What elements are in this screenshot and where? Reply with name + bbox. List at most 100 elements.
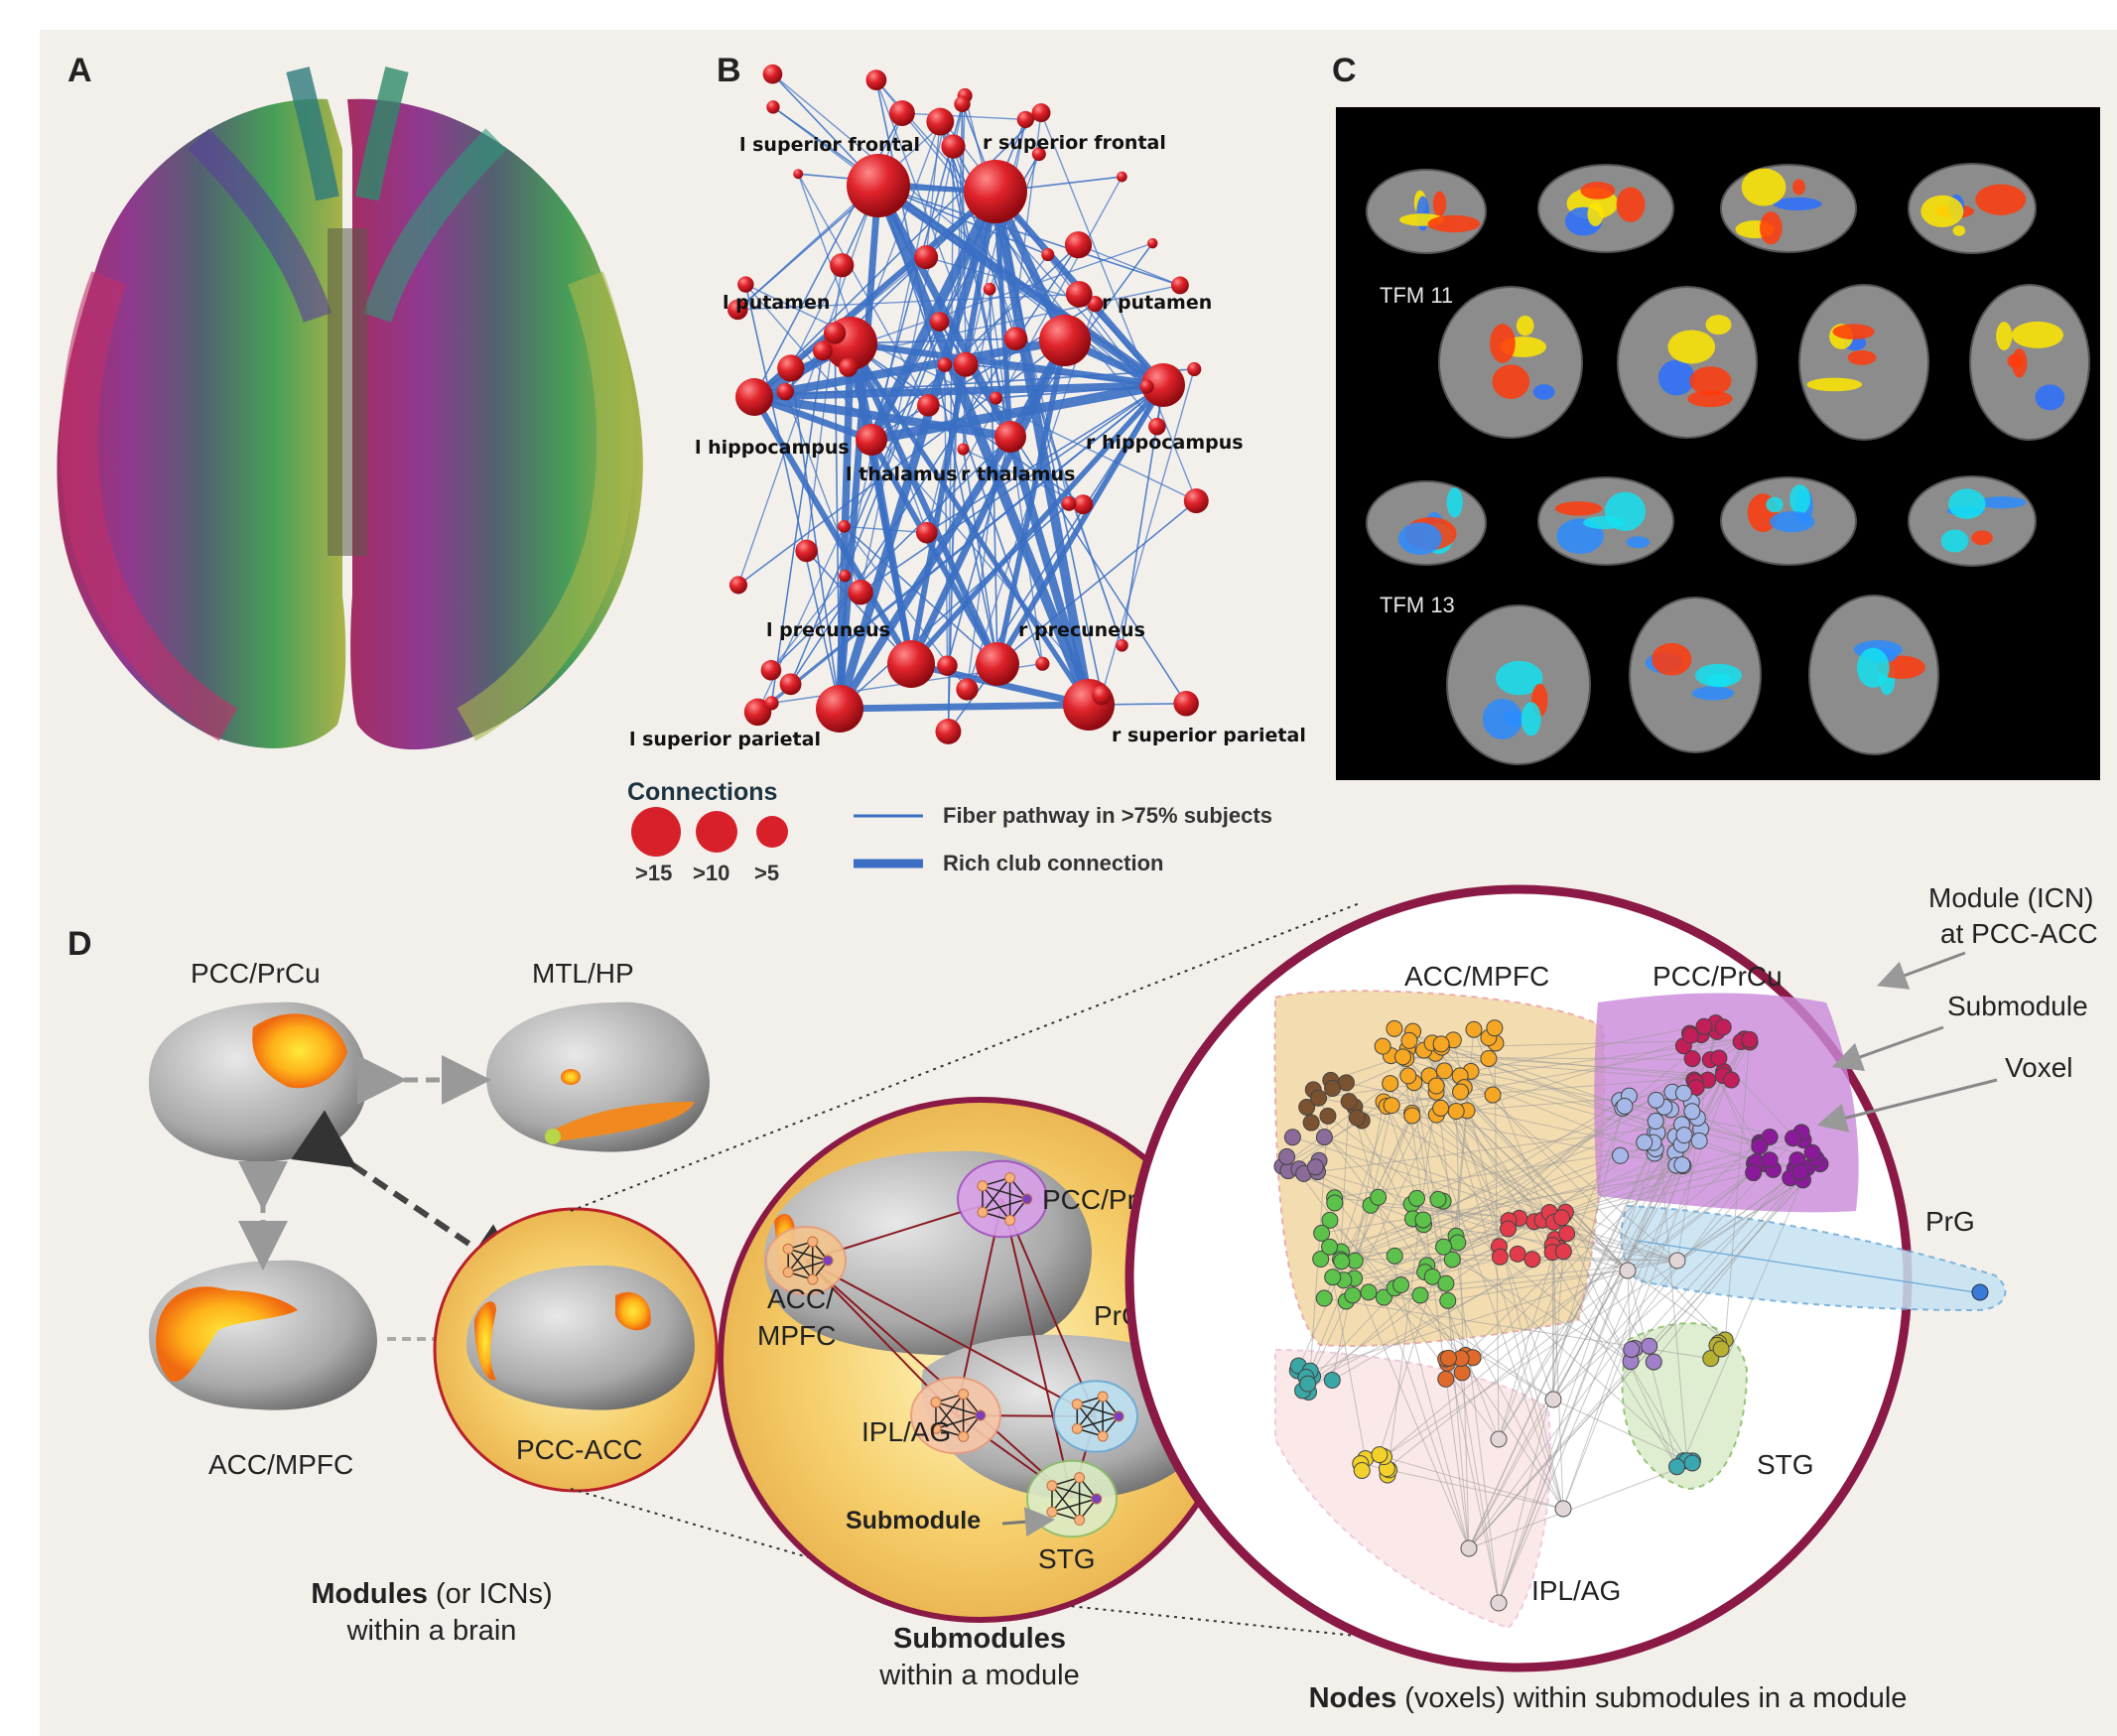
module-label-pcc-prcu: PCC/PrCu	[191, 958, 321, 989]
rich-club-edge	[848, 341, 1092, 707]
fmri-activation-blob	[2035, 384, 2065, 411]
submodule-edge	[982, 1198, 1027, 1213]
annotation-module-icn-line2: at PCC-ACC	[1940, 918, 2098, 949]
voxel-edge	[1552, 1399, 1687, 1462]
voxel-edge	[1341, 1148, 1656, 1263]
fmri-activation-blob	[1626, 536, 1651, 549]
fiber-edge	[963, 448, 1084, 505]
voxel-edge	[1292, 1136, 1678, 1262]
fmri-activation-blob	[1789, 484, 1810, 515]
submodule-node	[782, 1267, 794, 1278]
voxel-node	[1674, 1084, 1692, 1102]
fmri-activation-blob	[1580, 182, 1616, 200]
network-node	[1031, 103, 1051, 123]
fiber-edge	[925, 121, 942, 258]
caption-submodules-line2: within a module	[878, 1660, 1080, 1691]
voxel-node	[1553, 1209, 1571, 1227]
voxel-edge	[1384, 1179, 1803, 1458]
network-node	[1147, 237, 1158, 249]
network-node	[1148, 417, 1166, 436]
voxel-node	[1491, 1248, 1509, 1266]
network-node	[929, 312, 950, 332]
voxel-node	[1319, 1107, 1337, 1125]
annotation-submodule: Submodule	[1947, 991, 2088, 1021]
arrow-pcc-to-pccacc	[291, 1110, 526, 1282]
fiber-edge	[860, 384, 1164, 594]
fiber-edge	[966, 303, 1096, 690]
voxel-node	[1382, 1075, 1399, 1093]
voxel-edge	[1303, 1172, 1632, 1363]
voxel-node	[1371, 1446, 1389, 1464]
network-node	[793, 169, 804, 180]
fiber-edge	[1078, 244, 1181, 287]
voxel-node	[1741, 1030, 1759, 1048]
voxel-node	[1619, 1262, 1637, 1279]
fmri-activation-blob	[1920, 195, 1964, 227]
fmri-activation-blob	[1940, 529, 1969, 553]
network-node	[914, 245, 939, 270]
voxel-node	[1348, 1109, 1366, 1127]
voxel-edge	[1426, 1030, 1718, 1267]
voxel-edge	[1317, 1124, 1682, 1173]
module-label-mtl-hp: MTL/HP	[532, 958, 634, 989]
voxel-node	[1490, 1430, 1508, 1448]
network-nodes	[728, 64, 1209, 744]
submodule-node	[1074, 1472, 1086, 1484]
voxel-node	[1712, 1340, 1730, 1358]
voxel-node	[1500, 1220, 1518, 1238]
annotation-module-icn-line1: Module (ICN)	[1928, 882, 2093, 913]
fmri-activation-blob	[1691, 686, 1735, 701]
node-label-r-precuneus: r precuneus	[1018, 619, 1145, 641]
panel-letter-a: A	[67, 52, 92, 89]
voxel-node	[1298, 1098, 1316, 1116]
fiber-edge	[784, 391, 861, 593]
fmri-activation-blob	[1948, 488, 1986, 519]
voxel-node	[1544, 1391, 1562, 1408]
submodule-edge	[935, 1402, 981, 1416]
fiber-edge	[789, 244, 1080, 685]
voxel-edge	[1541, 1159, 1771, 1221]
submodule-node	[977, 1180, 989, 1192]
fmri-activation-blob	[1397, 522, 1442, 556]
submodule-node	[1004, 1172, 1016, 1184]
voxel-edge	[1551, 1252, 1554, 1401]
caption-submodules-bold: Submodules	[893, 1623, 1066, 1655]
submodule-label-ipl-ag: IPL/AG	[861, 1416, 951, 1447]
voxel-node	[1394, 1048, 1412, 1066]
voxel-node	[1761, 1151, 1779, 1169]
voxel-edge	[1348, 1101, 1564, 1510]
voxel-node	[1324, 1269, 1342, 1286]
fmri-activation-blob	[1832, 324, 1875, 340]
network-node	[795, 539, 818, 563]
panel-c: C TFM 11 TFM 13	[1332, 52, 2100, 780]
submodule-node	[782, 1243, 794, 1255]
voxel-node	[1523, 1251, 1541, 1269]
fiber-edge	[753, 368, 1195, 398]
tfm-label-13: TFM 13	[1380, 593, 1455, 617]
fmri-activation-blob	[1769, 511, 1815, 533]
voxel-node	[1695, 1017, 1713, 1035]
voxel-node	[1306, 1158, 1324, 1176]
voxel-edge	[1329, 1220, 1395, 1289]
submodule-edge	[982, 1177, 1011, 1213]
network-node	[976, 642, 1019, 686]
voxel-edge	[1384, 1141, 1761, 1458]
voxel-node	[1745, 1164, 1763, 1182]
voxel-node	[1971, 1283, 1989, 1301]
network-node	[766, 100, 780, 114]
node-label-r-thalamus: r thalamus	[961, 464, 1075, 485]
voxel-edge	[1470, 1022, 1716, 1072]
network-node	[1039, 315, 1091, 366]
network-node	[926, 107, 955, 136]
network-node	[941, 134, 966, 159]
network-node	[823, 322, 847, 344]
network-node	[957, 443, 970, 456]
node-label-l-putamen: l putamen	[723, 292, 830, 314]
fmri-activation-blob	[1847, 350, 1877, 365]
node-label-ipl-ag: IPL/AG	[1531, 1575, 1621, 1606]
submodule-node	[822, 1255, 834, 1267]
submodule-edge	[787, 1241, 814, 1273]
voxel-edge	[1460, 1075, 1760, 1147]
network-node	[994, 421, 1026, 453]
submodule-node	[807, 1273, 819, 1285]
